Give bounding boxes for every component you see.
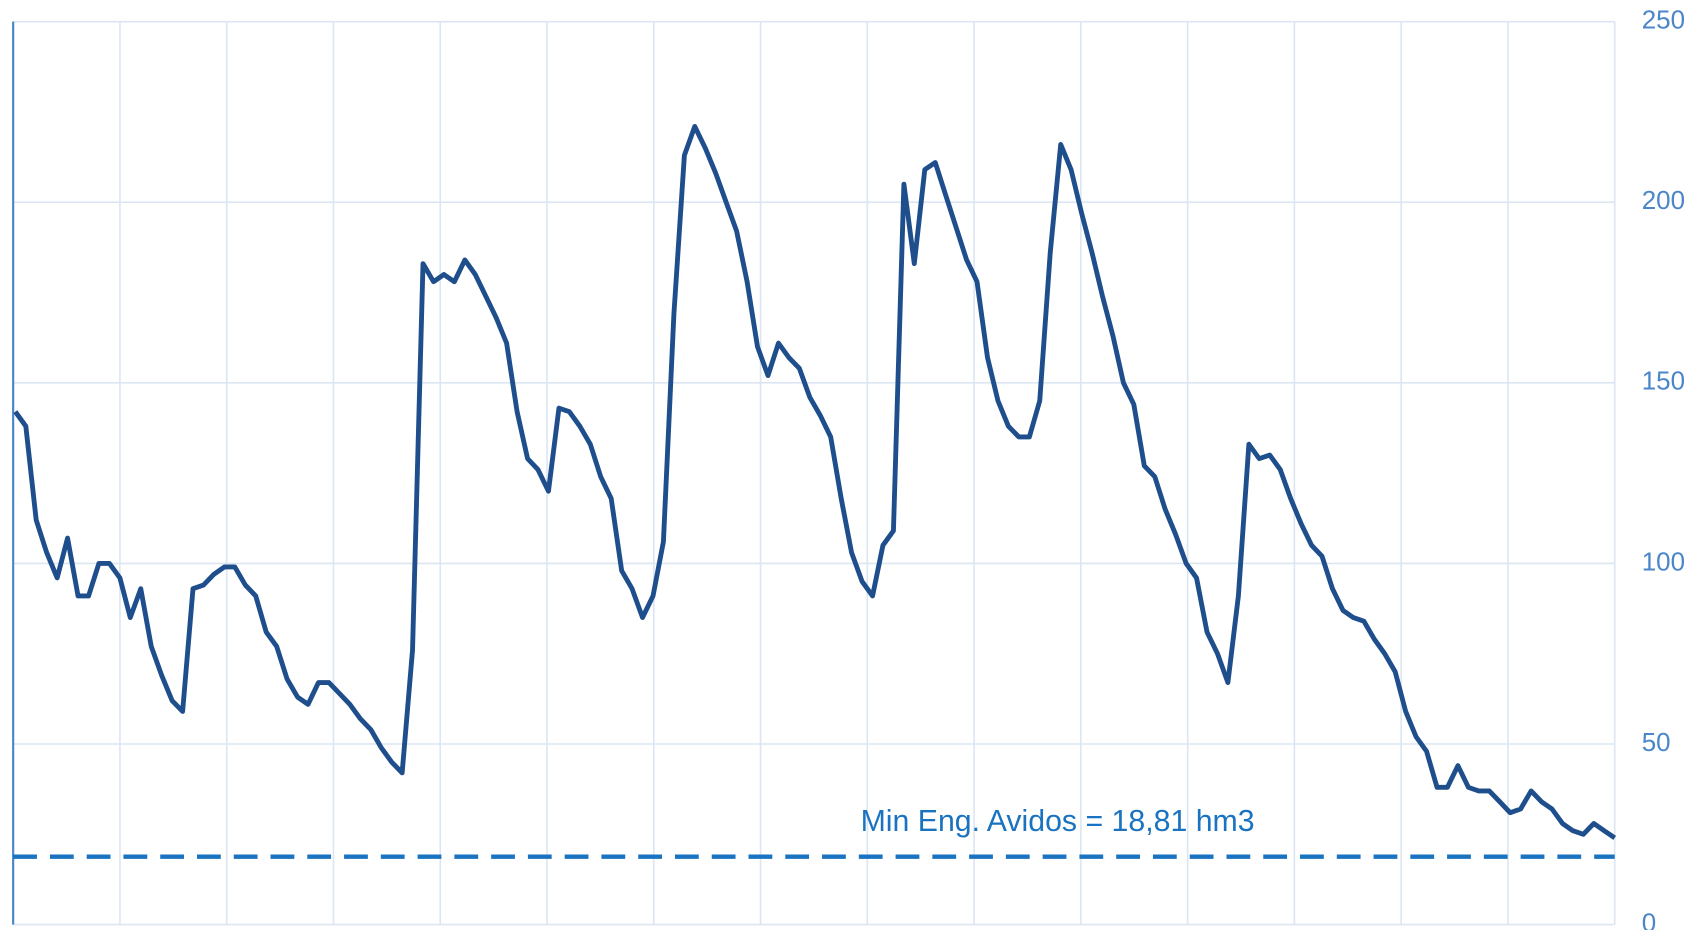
y-tick-label: 0 [1642, 909, 1656, 930]
data-line [13, 123, 1617, 840]
y-tick-label: 250 [1642, 6, 1685, 34]
reference-label: Min Eng. Avidos = 18,81 hm3 [861, 805, 1255, 838]
y-tick-label: 150 [1642, 368, 1685, 396]
y-tick-label: 50 [1642, 729, 1671, 757]
y-tick-label: 100 [1642, 548, 1685, 576]
y-tick-label: 200 [1642, 187, 1685, 215]
